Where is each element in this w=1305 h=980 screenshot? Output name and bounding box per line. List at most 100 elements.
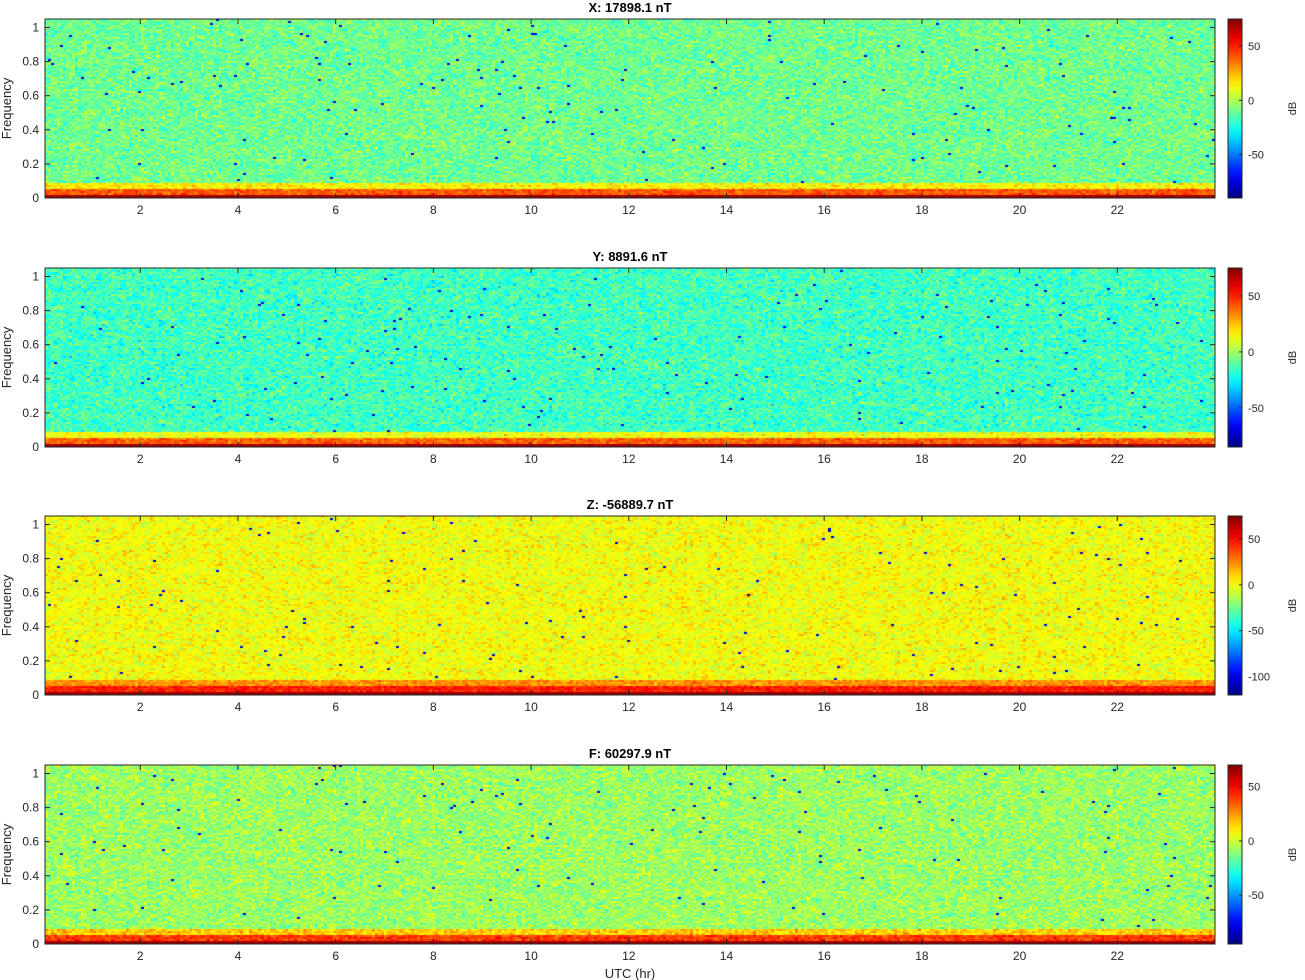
x-tick-label: 20 [1013, 452, 1027, 466]
x-tick-label: 14 [720, 203, 734, 217]
x-tick-label: 14 [720, 452, 734, 466]
x-tick-label: 6 [332, 452, 339, 466]
y-tick-label: 0.2 [22, 157, 39, 171]
colorbar-bar [1227, 18, 1243, 199]
spectrogram-image [45, 268, 1215, 447]
colorbar-label: dB [1287, 848, 1299, 861]
colorbar-tick-label: 0 [1248, 95, 1254, 107]
x-tick-label: 18 [915, 700, 929, 714]
y-tick-label: 0.2 [22, 654, 39, 668]
x-axis-label: UTC (hr) [605, 966, 656, 980]
x-tick-label: 22 [1111, 203, 1125, 217]
colorbar-bar [1227, 515, 1243, 696]
x-tick-label: 20 [1013, 700, 1027, 714]
x-tick-label: 2 [137, 949, 144, 963]
y-tick-label: 0 [32, 688, 39, 702]
x-tick-label: 4 [235, 203, 242, 217]
colorbar-tick-label: 50 [1248, 41, 1260, 53]
y-axis-label: Frequency [0, 574, 14, 636]
y-tick-label: 0.8 [22, 552, 39, 566]
colorbar-tick-label: 50 [1248, 291, 1260, 303]
colorbar: 50 0 -50 dB [1227, 18, 1299, 199]
y-tick-label: 0.2 [22, 406, 39, 420]
spectrogram-image [45, 19, 1215, 198]
y-tick-label: 0.4 [22, 372, 39, 386]
subplot-4: 2 4 6 8 10 12 14 16 18 20 22 0 0.2 0.4 0.6 0.8 1 F: 60297… [0, 746, 1299, 980]
y-tick-label: 0.4 [22, 869, 39, 883]
subplot-title: Z: -56889.7 nT [587, 497, 674, 512]
x-tick-label: 4 [235, 949, 242, 963]
x-tick-label: 16 [818, 700, 832, 714]
x-tick-label: 16 [818, 203, 832, 217]
subplot-title: X: 17898.1 nT [588, 0, 671, 15]
colorbar-label: dB [1287, 599, 1299, 612]
x-tick-label: 22 [1111, 949, 1125, 963]
plot-frame [44, 18, 1216, 199]
y-tick-label: 1 [32, 518, 39, 532]
y-tick-label: 0.4 [22, 620, 39, 634]
y-axis-label: Frequency [0, 326, 14, 388]
colorbar-bar [1227, 267, 1243, 448]
x-tick-label: 18 [915, 452, 929, 466]
y-tick-label: 0 [32, 191, 39, 205]
y-axis-label: Frequency [0, 77, 14, 139]
colorbar-label: dB [1287, 351, 1299, 364]
y-axis-label: Frequency [0, 823, 14, 885]
colorbar: 50 0 -50 dB [1227, 764, 1299, 945]
y-tick-label: 0.6 [22, 338, 39, 352]
y-tick-label: 0.6 [22, 586, 39, 600]
subplot-2: 2 4 6 8 10 12 14 16 18 20 22 0 0.2 0.4 0.6 0.8 1 Y: 8891.… [0, 249, 1299, 466]
spectrogram-image [45, 516, 1215, 695]
x-tick-label: 20 [1013, 203, 1027, 217]
plot-frame [44, 515, 1216, 696]
x-tick-label: 8 [430, 203, 437, 217]
x-tick-label: 10 [524, 452, 538, 466]
colorbar-bar [1227, 764, 1243, 945]
x-tick-label: 6 [332, 700, 339, 714]
y-tick-label: 1 [32, 270, 39, 284]
x-tick-label: 18 [915, 949, 929, 963]
y-tick-label: 1 [32, 767, 39, 781]
colorbar-tick-label: 0 [1248, 347, 1254, 359]
colorbar-tick-label: 50 [1248, 782, 1260, 794]
y-tick-label: 0.8 [22, 55, 39, 69]
subplot-3: 2 4 6 8 10 12 14 16 18 20 22 0 0.2 0.4 0.6 0.8 1 Z: -5688… [0, 497, 1299, 714]
plot-frame [44, 267, 1216, 448]
x-tick-label: 22 [1111, 700, 1125, 714]
x-tick-label: 8 [430, 700, 437, 714]
colorbar: 50 0 -50 dB [1227, 267, 1299, 448]
colorbar-tick-label: -50 [1248, 890, 1264, 902]
x-tick-label: 18 [915, 203, 929, 217]
x-tick-label: 6 [332, 203, 339, 217]
x-tick-label: 6 [332, 949, 339, 963]
x-tick-label: 8 [430, 452, 437, 466]
x-tick-label: 2 [137, 452, 144, 466]
colorbar-tick-label: 0 [1248, 836, 1254, 848]
colorbar-tick-label: -50 [1248, 626, 1264, 638]
x-tick-label: 10 [524, 700, 538, 714]
y-tick-label: 0.2 [22, 903, 39, 917]
colorbar-tick-label: 0 [1248, 580, 1254, 592]
subplot-1: 2 4 6 8 10 12 14 16 18 20 22 0 0.2 0.4 0.6 0.8 1 X: 17898… [0, 0, 1299, 217]
spectrogram-image [45, 765, 1215, 944]
x-tick-label: 22 [1111, 452, 1125, 466]
y-tick-label: 0.8 [22, 801, 39, 815]
y-tick-label: 0.8 [22, 304, 39, 318]
colorbar: 50 0 -50 -100 dB [1227, 515, 1299, 696]
x-tick-label: 4 [235, 452, 242, 466]
y-tick-label: 0 [32, 937, 39, 951]
colorbar-tick-label: -100 [1248, 672, 1270, 684]
colorbar-tick-label: 50 [1248, 534, 1260, 546]
y-tick-label: 0.6 [22, 89, 39, 103]
x-tick-label: 10 [524, 203, 538, 217]
colorbar-label: dB [1287, 102, 1299, 115]
x-tick-label: 8 [430, 949, 437, 963]
colorbar-tick-label: -50 [1248, 403, 1264, 415]
x-tick-label: 14 [720, 700, 734, 714]
x-tick-label: 2 [137, 700, 144, 714]
x-tick-label: 4 [235, 700, 242, 714]
subplot-title: Y: 8891.6 nT [593, 249, 668, 264]
x-tick-label: 2 [137, 203, 144, 217]
y-tick-label: 0.4 [22, 123, 39, 137]
